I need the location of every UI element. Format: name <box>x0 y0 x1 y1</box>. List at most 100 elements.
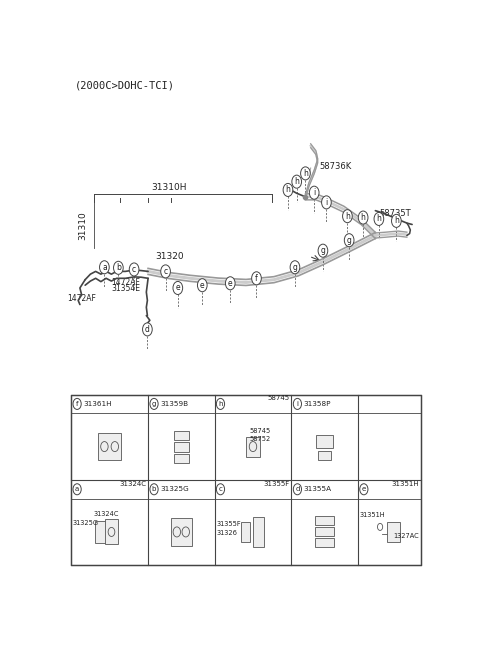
Text: c: c <box>218 486 222 492</box>
FancyBboxPatch shape <box>174 441 189 452</box>
Circle shape <box>358 211 368 224</box>
Circle shape <box>392 215 401 228</box>
Circle shape <box>292 175 301 188</box>
Text: h: h <box>218 401 223 407</box>
Circle shape <box>360 484 368 495</box>
Text: 31320: 31320 <box>155 252 184 261</box>
Circle shape <box>252 272 261 285</box>
Circle shape <box>344 233 354 246</box>
Text: c: c <box>132 265 136 274</box>
Circle shape <box>290 261 300 274</box>
Text: h: h <box>303 169 308 178</box>
FancyBboxPatch shape <box>315 527 334 537</box>
Circle shape <box>197 278 207 291</box>
Circle shape <box>300 167 310 180</box>
FancyBboxPatch shape <box>241 522 250 542</box>
FancyBboxPatch shape <box>174 430 189 439</box>
Text: a: a <box>75 486 79 492</box>
Text: 1327AC: 1327AC <box>393 533 419 539</box>
FancyBboxPatch shape <box>171 518 192 546</box>
Text: h: h <box>394 216 399 226</box>
FancyBboxPatch shape <box>105 520 118 544</box>
Text: (2000C>DOHC-TCI): (2000C>DOHC-TCI) <box>75 81 175 91</box>
Text: f: f <box>255 274 258 283</box>
FancyBboxPatch shape <box>253 517 264 547</box>
Circle shape <box>309 186 319 200</box>
Text: f: f <box>76 401 78 407</box>
Text: i: i <box>325 198 327 207</box>
FancyBboxPatch shape <box>318 451 331 460</box>
Text: 31351H: 31351H <box>391 481 419 487</box>
Text: 31358P: 31358P <box>303 401 331 407</box>
Circle shape <box>226 276 235 289</box>
FancyBboxPatch shape <box>246 437 261 456</box>
Text: 31351H: 31351H <box>360 512 385 518</box>
Text: d: d <box>295 486 300 492</box>
Text: h: h <box>360 213 366 222</box>
Circle shape <box>129 263 139 276</box>
Text: 31355F: 31355F <box>264 481 289 487</box>
FancyBboxPatch shape <box>315 539 334 548</box>
Circle shape <box>150 398 158 409</box>
FancyBboxPatch shape <box>386 522 399 542</box>
Text: 31310H: 31310H <box>151 183 187 192</box>
FancyBboxPatch shape <box>315 516 334 526</box>
FancyBboxPatch shape <box>71 394 421 565</box>
Text: 58752: 58752 <box>249 436 271 441</box>
Text: 31354E: 31354E <box>111 284 140 293</box>
Text: 31324C: 31324C <box>119 481 146 487</box>
Text: b: b <box>116 263 121 273</box>
Circle shape <box>318 244 328 258</box>
Circle shape <box>161 265 170 278</box>
FancyBboxPatch shape <box>95 521 106 543</box>
Text: a: a <box>102 263 107 272</box>
Text: 31355A: 31355A <box>303 486 332 492</box>
Text: 1472AF: 1472AF <box>68 294 96 303</box>
Text: 31361H: 31361H <box>83 401 112 407</box>
Text: 31355F: 31355F <box>216 521 241 527</box>
Text: e: e <box>362 486 366 492</box>
Text: i: i <box>313 188 315 197</box>
Text: 31310: 31310 <box>78 211 87 240</box>
Circle shape <box>374 213 384 226</box>
Circle shape <box>73 484 81 495</box>
Text: i: i <box>297 401 299 407</box>
Text: 58735T: 58735T <box>379 209 410 218</box>
Circle shape <box>143 323 152 336</box>
Text: 58745: 58745 <box>249 428 271 434</box>
Text: h: h <box>294 177 299 186</box>
Text: g: g <box>347 236 351 244</box>
Circle shape <box>99 261 109 274</box>
Circle shape <box>150 484 158 495</box>
Circle shape <box>114 261 123 274</box>
FancyBboxPatch shape <box>98 433 121 460</box>
Text: 1472AF: 1472AF <box>111 278 140 287</box>
Circle shape <box>216 398 225 409</box>
Text: e: e <box>228 279 233 288</box>
Text: e: e <box>200 281 204 289</box>
Text: 31325G: 31325G <box>73 520 99 526</box>
Circle shape <box>343 210 352 223</box>
Text: g: g <box>292 263 298 272</box>
Text: 31325G: 31325G <box>160 486 189 492</box>
Text: h: h <box>286 185 290 194</box>
Circle shape <box>293 398 301 409</box>
Text: c: c <box>164 267 168 276</box>
Text: g: g <box>321 246 325 255</box>
FancyBboxPatch shape <box>174 454 189 463</box>
Circle shape <box>293 484 301 495</box>
Circle shape <box>322 196 331 209</box>
Circle shape <box>216 484 225 495</box>
Text: h: h <box>345 212 350 220</box>
Text: 31324C: 31324C <box>94 511 119 517</box>
Text: h: h <box>376 215 381 224</box>
Text: 58736K: 58736K <box>319 162 352 171</box>
Text: 31326: 31326 <box>216 530 237 536</box>
Text: b: b <box>152 486 156 492</box>
Text: 58745: 58745 <box>267 395 289 402</box>
Text: g: g <box>152 401 156 407</box>
Text: d: d <box>145 325 150 334</box>
Circle shape <box>73 398 81 409</box>
Text: 31359B: 31359B <box>160 401 188 407</box>
Text: e: e <box>176 284 180 293</box>
